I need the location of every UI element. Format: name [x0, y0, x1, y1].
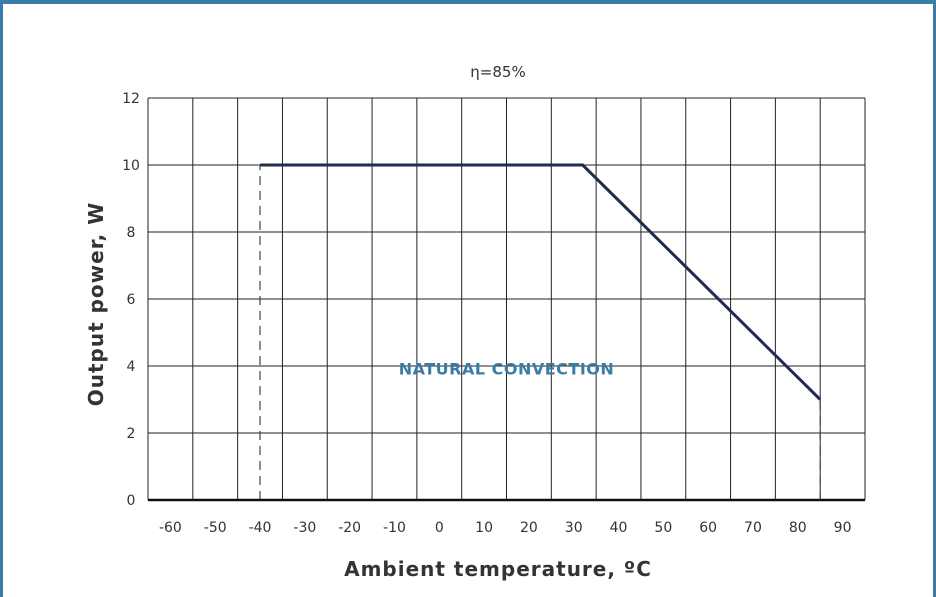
x-tick-label: 60: [699, 520, 717, 536]
y-tick-label: 6: [127, 292, 136, 308]
x-tick-label: 40: [610, 520, 628, 536]
x-axis-title: Ambient temperature, ºC: [344, 557, 652, 581]
x-tick-label: 30: [565, 520, 583, 536]
x-tick-label: -10: [383, 520, 406, 536]
x-tick-label: 10: [475, 520, 493, 536]
y-tick-labels: 0 2 4 6 8 10 12: [122, 91, 140, 509]
y-tick-label: 12: [122, 91, 140, 107]
grid: [147, 97, 866, 500]
x-tick-label: 20: [520, 520, 538, 536]
x-tick-label: -40: [249, 520, 272, 536]
x-tick-label: -20: [338, 520, 361, 536]
y-tick-label: 4: [127, 359, 136, 375]
x-tick-label: -50: [204, 520, 227, 536]
series-group: [260, 163, 822, 401]
x-tick-label: -60: [159, 520, 182, 536]
x-tick-labels: -60 -50 -40 -30 -20 -10 0 10 20 30 40 50 60 70 80 90: [159, 520, 852, 536]
x-tick-label: 0: [435, 520, 444, 536]
x-tick-label: 80: [789, 520, 807, 536]
chart-title: η=85%: [470, 63, 525, 81]
y-tick-label: 0: [127, 493, 136, 509]
x-tick-label: 90: [834, 520, 852, 536]
y-axis-title: Output power, W: [84, 202, 108, 407]
x-tick-label: 50: [654, 520, 672, 536]
annotation-natural-convection: NATURAL CONVECTION: [399, 360, 615, 379]
x-tick-label: 70: [744, 520, 762, 536]
series-line: [260, 163, 822, 401]
dashed-guides: [259, 165, 821, 500]
derating-chart: -60 -50 -40 -30 -20 -10 0 10 20 30 40 50 60 70 80 90 0 2…: [84, 63, 866, 581]
x-tick-label: -30: [293, 520, 316, 536]
y-tick-label: 8: [127, 225, 136, 241]
y-tick-label: 10: [122, 158, 140, 174]
y-tick-label: 2: [127, 426, 136, 442]
